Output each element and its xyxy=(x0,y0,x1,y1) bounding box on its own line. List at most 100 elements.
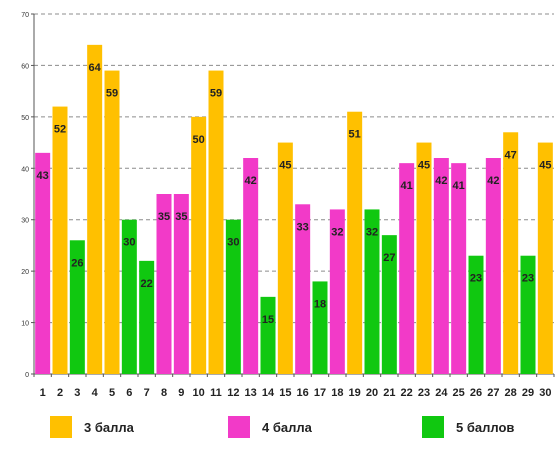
data-label: 32 xyxy=(331,226,343,238)
x-tick-label: 13 xyxy=(245,387,257,399)
bar xyxy=(520,255,536,374)
bar xyxy=(381,235,397,374)
data-label: 41 xyxy=(401,180,413,192)
bar xyxy=(52,106,68,375)
axes xyxy=(31,13,555,377)
bar xyxy=(295,204,311,374)
bar xyxy=(312,281,328,374)
legend-item-3: 3 балла xyxy=(50,416,134,438)
bar xyxy=(537,142,553,374)
data-label: 27 xyxy=(383,252,395,264)
grid-lines xyxy=(34,13,554,324)
legend-swatch-3 xyxy=(50,416,72,438)
data-label: 45 xyxy=(539,160,551,172)
x-tick-label: 8 xyxy=(161,387,167,399)
bar xyxy=(451,163,467,374)
data-label: 33 xyxy=(297,221,309,233)
data-label: 15 xyxy=(262,314,274,326)
data-label: 30 xyxy=(123,237,135,249)
data-label: 23 xyxy=(470,273,482,285)
x-tick-label: 3 xyxy=(74,387,80,399)
data-label: 35 xyxy=(175,211,187,223)
y-tick-label: 60 xyxy=(21,63,29,70)
x-tick-label: 9 xyxy=(178,387,184,399)
x-tick-label: 29 xyxy=(522,387,534,399)
bar xyxy=(433,158,449,374)
x-tick-label: 4 xyxy=(92,387,99,399)
y-tick-label: 10 xyxy=(21,321,29,328)
y-tick-label: 40 xyxy=(21,166,29,173)
data-label: 32 xyxy=(366,226,378,238)
y-tick-label: 20 xyxy=(21,269,29,276)
x-tick-label: 10 xyxy=(193,387,205,399)
y-tick-label: 30 xyxy=(21,218,29,225)
y-tick-label: 70 xyxy=(21,12,29,19)
bar xyxy=(347,111,363,374)
bar xyxy=(87,44,103,374)
bar xyxy=(485,158,501,374)
x-tick-label: 12 xyxy=(227,387,239,399)
bar xyxy=(69,240,85,374)
x-tick-label: 1 xyxy=(40,387,46,399)
data-label: 51 xyxy=(349,129,361,141)
data-label: 42 xyxy=(435,175,447,187)
x-tick-label: 2 xyxy=(57,387,63,399)
bar xyxy=(364,209,380,374)
x-tick-label: 23 xyxy=(418,387,430,399)
x-tick-label: 16 xyxy=(297,387,309,399)
x-tick-label: 22 xyxy=(401,387,413,399)
data-label: 42 xyxy=(487,175,499,187)
data-label: 42 xyxy=(245,175,257,187)
legend-item-5: 5 баллов xyxy=(422,416,514,438)
bar xyxy=(416,142,432,374)
data-label: 18 xyxy=(314,298,326,310)
data-label: 52 xyxy=(54,124,66,136)
x-tick-label: 6 xyxy=(126,387,132,399)
bar xyxy=(104,70,120,375)
y-tick-label: 50 xyxy=(21,115,29,122)
data-label: 23 xyxy=(522,273,534,285)
x-tick-label: 5 xyxy=(109,387,115,399)
data-label: 45 xyxy=(279,160,291,172)
y-tick-label: 0 xyxy=(25,372,29,379)
x-tick-label: 18 xyxy=(331,387,343,399)
x-tick-label: 28 xyxy=(505,387,517,399)
x-tick-label: 7 xyxy=(144,387,150,399)
data-label: 50 xyxy=(193,134,205,146)
data-label: 59 xyxy=(210,88,222,100)
data-labels: 43 52 26 64 59 30 22 35 35 50 59 30 42 15 45 33 18 32 51 32… xyxy=(37,62,552,326)
x-tick-label: 15 xyxy=(279,387,291,399)
data-label: 43 xyxy=(37,170,49,182)
bar xyxy=(503,132,519,374)
x-tick-label: 24 xyxy=(435,387,448,399)
data-label: 22 xyxy=(141,278,153,290)
x-tick-label: 14 xyxy=(262,387,275,399)
bar xyxy=(399,163,415,374)
x-tick-label: 19 xyxy=(349,387,361,399)
bar xyxy=(156,194,172,374)
bar xyxy=(173,194,189,374)
bar xyxy=(121,219,137,374)
x-tick-label: 17 xyxy=(314,387,326,399)
data-label: 59 xyxy=(106,88,118,100)
bar xyxy=(260,296,276,374)
x-tick-label: 20 xyxy=(366,387,378,399)
legend-swatch-4 xyxy=(228,416,250,438)
legend: 3 балла 4 балла 5 баллов xyxy=(0,416,558,446)
bar xyxy=(35,152,51,374)
data-label: 47 xyxy=(505,149,517,161)
data-label: 64 xyxy=(89,62,102,74)
data-label: 26 xyxy=(71,257,83,269)
bar xyxy=(468,255,484,374)
x-tick-label: 26 xyxy=(470,387,482,399)
bar xyxy=(225,219,241,374)
legend-label-4: 4 балла xyxy=(262,419,312,435)
bar xyxy=(329,209,345,374)
data-label: 30 xyxy=(227,237,239,249)
legend-swatch-5 xyxy=(422,416,444,438)
x-tick-label: 27 xyxy=(487,387,499,399)
bars xyxy=(35,44,553,375)
legend-item-4: 4 балла xyxy=(228,416,312,438)
